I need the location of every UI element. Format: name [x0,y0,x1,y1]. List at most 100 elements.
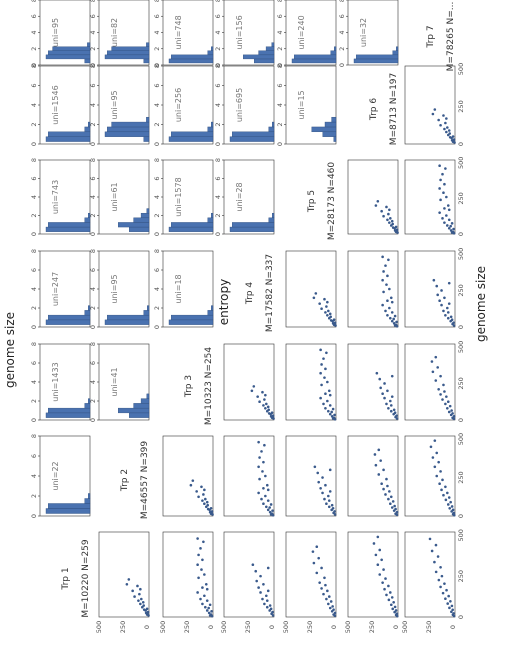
uni-label: uni=256 [174,88,183,122]
scatter-cell: 0 250 500 [344,531,400,633]
scatter-point [331,407,335,411]
scatter-point [205,599,209,602]
scatter-point [319,348,322,352]
scatter-point [327,309,330,313]
scatter-point [330,415,334,418]
scatter-point [388,221,391,224]
scatter-point [447,227,451,230]
scatter-point [199,547,202,550]
scatter-frame [162,531,214,618]
histogram-bar [207,126,214,133]
scatter-frame [223,343,275,421]
scatter-point [448,507,452,510]
histogram-cell: uni=95 0 2 4 6 8 [89,64,150,146]
histogram-bar [104,131,150,137]
scatter-point [451,608,454,612]
scatter-point [146,610,150,614]
scatter-point [265,483,269,487]
scatter-y-tick-label: 0 [392,625,400,629]
scatter-point [333,321,337,324]
scatter-point [440,574,444,578]
scatter-point [382,487,385,491]
histogram-bar [211,121,214,128]
scatter-point [326,380,329,384]
scatter-frame [404,65,456,145]
histogram-tick-label: 4 [276,103,284,107]
scatter-point [374,553,378,557]
scatter-point [323,297,326,301]
scatter-point [394,225,398,229]
scatter-y-tick-label: 250 [368,621,376,633]
scatter-point [447,496,451,499]
scatter-point [258,456,261,459]
scatter-point [381,303,384,307]
scatter-point [208,603,212,607]
histogram-tick-label: 2 [276,122,284,126]
scatter-cell: 0 250 500 [159,531,215,633]
scatter-point [260,497,263,501]
scatter-point [393,504,396,508]
histogram-bar [88,305,91,311]
scatter-cell: 0 250 500 [282,531,338,633]
scatter-point [376,563,380,566]
scatter-point [438,482,441,485]
scatter-y-tick-label: 250 [244,621,252,633]
histogram-cell: uni=695 0 2 4 6 8 [214,64,275,146]
histogram-bar [111,121,150,128]
scatter-point [263,443,266,447]
histogram-bar [48,50,91,56]
scatter-point [325,351,328,355]
group-label-2: Trp 2 M=46557 N=399 [120,441,150,520]
scatter-frame [285,435,337,517]
histogram-tick-label: 0 [338,63,346,67]
scatter-point [314,292,318,295]
scatter-point [384,493,387,496]
histogram-tick-label: 8 [214,158,222,162]
scatter-point [260,450,263,453]
scatter-point [324,392,327,395]
histogram-tick-label: 0 [89,142,97,146]
scatter-point [450,318,454,321]
scatter-point [268,506,271,509]
scatter-point [390,395,394,398]
scatter-point [318,581,321,584]
histogram-tick-label: 6 [89,268,97,272]
histogram-tick-label: 0 [30,142,38,146]
histogram-tick-label: 0 [30,325,38,329]
scatter-point [325,597,328,601]
scatter-point [388,306,391,310]
scatter-point [442,383,445,387]
scatter-point [374,204,378,207]
histogram-bar [48,503,91,509]
scatter-point [440,303,443,307]
scatter-frame [404,250,456,328]
scatter-point [373,453,377,456]
scatter-point [444,498,448,502]
histogram-tick-label: 2 [153,122,161,126]
scatter-point [395,510,399,514]
scatter-point [385,402,388,406]
histogram-bar [253,58,275,64]
histogram-bar [45,412,91,418]
scatter-point [332,318,336,321]
scatter-point [431,370,435,374]
scatter-point [386,274,389,278]
histogram-tick-label: 8 [89,158,97,162]
scatter-x-tick-label: 0 [457,325,465,329]
scatter-cell [223,343,275,421]
histogram-bar [146,116,150,123]
scatter-y-tick-label: 250 [425,621,433,633]
scatter-point [436,366,439,369]
scatter-point [386,314,389,317]
histogram-tick-label: 2 [30,122,38,126]
scatter-point [383,382,386,385]
histogram-bar [231,222,275,228]
scatter-point [269,607,273,611]
group-name: Trp 7 [426,25,436,48]
scatter-point [323,497,326,501]
histogram-bar [265,46,275,51]
histogram-bar [211,305,214,311]
scatter-point [322,402,325,406]
histogram-tick-label: 4 [276,30,284,34]
scatter-point [266,566,270,570]
